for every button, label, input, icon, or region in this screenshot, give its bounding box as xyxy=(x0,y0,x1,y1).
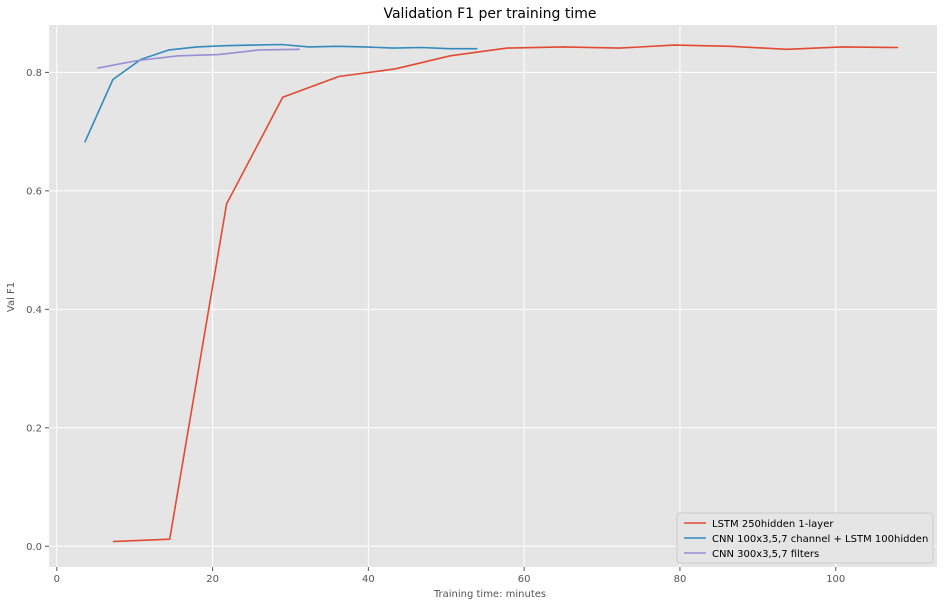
series-line-0 xyxy=(112,44,899,543)
x-tick-label: 40 xyxy=(362,574,375,585)
series-lines xyxy=(84,43,899,543)
y-axis-ticks: 0.0 0.2 0.4 0.6 0.8 xyxy=(26,68,49,553)
y-tick-label: 0.0 xyxy=(26,542,42,553)
x-tick-label: 0 xyxy=(54,574,60,585)
y-tick-label: 0.8 xyxy=(26,68,42,79)
legend-label-lstm: LSTM 250hidden 1-layer xyxy=(712,519,834,530)
y-tick-label: 0.6 xyxy=(26,186,42,197)
x-axis-ticks: 0 20 40 60 80 100 xyxy=(54,567,845,585)
x-axis-title: Training time: minutes xyxy=(433,589,546,600)
x-tick-label: 80 xyxy=(674,574,687,585)
x-tick-label: 100 xyxy=(826,574,845,585)
plot-area xyxy=(49,25,937,567)
y-axis-title: Val F1 xyxy=(6,282,17,312)
y-tick-label: 0.2 xyxy=(26,423,42,434)
legend-box xyxy=(676,512,934,564)
series-line-2 xyxy=(97,48,300,69)
legend-label-cnn-filters: CNN 300x3,5,7 filters xyxy=(712,549,819,560)
grid-lines xyxy=(49,25,937,567)
x-tick-label: 20 xyxy=(206,574,219,585)
legend: LSTM 250hidden 1-layer CNN 100x3,5,7 cha… xyxy=(676,512,934,564)
x-tick-label: 60 xyxy=(518,574,531,585)
chart-title: Validation F1 per training time xyxy=(383,6,596,22)
series-line-1 xyxy=(84,43,478,143)
y-tick-label: 0.4 xyxy=(26,305,42,316)
legend-label-cnn-lstm: CNN 100x3,5,7 channel + LSTM 100hidden xyxy=(712,534,928,545)
